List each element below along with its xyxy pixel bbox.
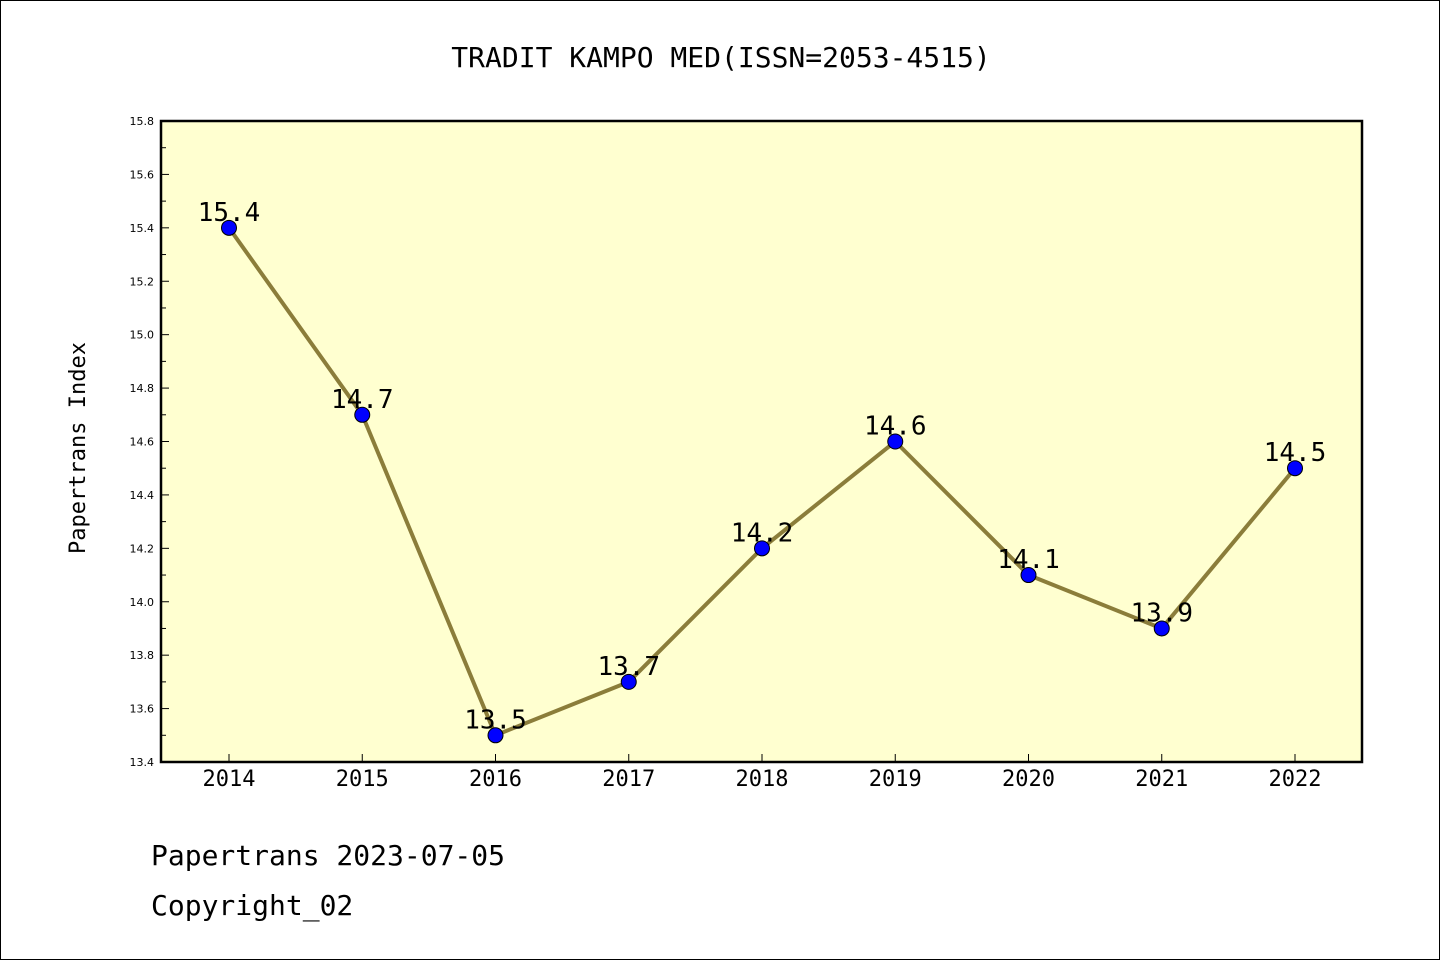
data-label: 14.2 — [731, 518, 794, 548]
data-point-marker — [354, 406, 371, 423]
y-tick-label: 13.6 — [130, 703, 155, 716]
y-tick-label: 14.2 — [130, 542, 155, 555]
footer-date: Papertrans 2023-07-05 — [151, 839, 505, 872]
data-label: 13.9 — [1130, 598, 1193, 628]
footer-copyright: Copyright_02 — [151, 889, 353, 923]
x-tick-label: 2016 — [469, 767, 522, 792]
x-tick-label: 2014 — [203, 767, 256, 792]
y-tick-label: 14.4 — [130, 489, 155, 502]
series-layer: 15.4 14.7 13.5 13.7 14.2 14.6 14.1 13.9 14.5 — [198, 198, 1327, 744]
chart-title: TRADIT KAMPO MED(ISSN=2053-4515) — [451, 41, 990, 74]
data-point-marker — [1020, 567, 1037, 584]
data-label: 15.4 — [198, 198, 261, 228]
x-tick-label: 2019 — [869, 767, 922, 792]
y-tick-label: 13.8 — [130, 649, 155, 662]
data-point-marker — [487, 727, 504, 744]
x-tick-label: 2022 — [1269, 767, 1322, 792]
data-label: 14.6 — [864, 412, 927, 442]
y-tick-label: 15.2 — [130, 275, 155, 288]
data-point-marker — [1287, 460, 1303, 477]
y-tick-label: 14.8 — [130, 382, 155, 395]
data-label: 14.5 — [1264, 438, 1327, 468]
data-point-marker — [887, 433, 904, 450]
data-label: 13.7 — [597, 652, 660, 682]
x-tick-label: 2017 — [602, 767, 655, 792]
y-tick-label: 13.4 — [130, 756, 155, 769]
x-axis: 2014 2015 2016 2017 2018 2019 2020 2021 2022 — [203, 754, 1322, 792]
data-label: 13.5 — [464, 705, 527, 735]
y-axis: 13.4 13.6 13.8 14.0 14.2 14.4 14.6 14.8 15.0 15.2… — [130, 115, 169, 769]
y-axis-label: Papertrans Index — [66, 342, 91, 554]
data-label: 14.1 — [997, 545, 1060, 575]
y-tick-label: 15.0 — [130, 329, 155, 342]
data-point-marker — [620, 673, 637, 690]
plot-border — [159, 119, 1364, 764]
y-tick-label: 15.4 — [130, 222, 155, 235]
data-point-marker — [1153, 620, 1170, 637]
x-tick-label: 2021 — [1135, 767, 1188, 792]
plot-area — [161, 121, 1362, 762]
y-tick-label: 14.6 — [130, 436, 155, 449]
x-tick-label: 2018 — [736, 767, 789, 792]
data-point-marker — [221, 219, 237, 236]
y-tick-label: 15.6 — [130, 168, 155, 181]
y-tick-label: 14.0 — [130, 596, 155, 609]
y-tick-label: 15.8 — [130, 115, 155, 128]
x-tick-label: 2020 — [1002, 767, 1055, 792]
data-label: 14.7 — [331, 385, 394, 415]
x-tick-label: 2015 — [336, 767, 389, 792]
data-point-marker — [754, 540, 770, 557]
